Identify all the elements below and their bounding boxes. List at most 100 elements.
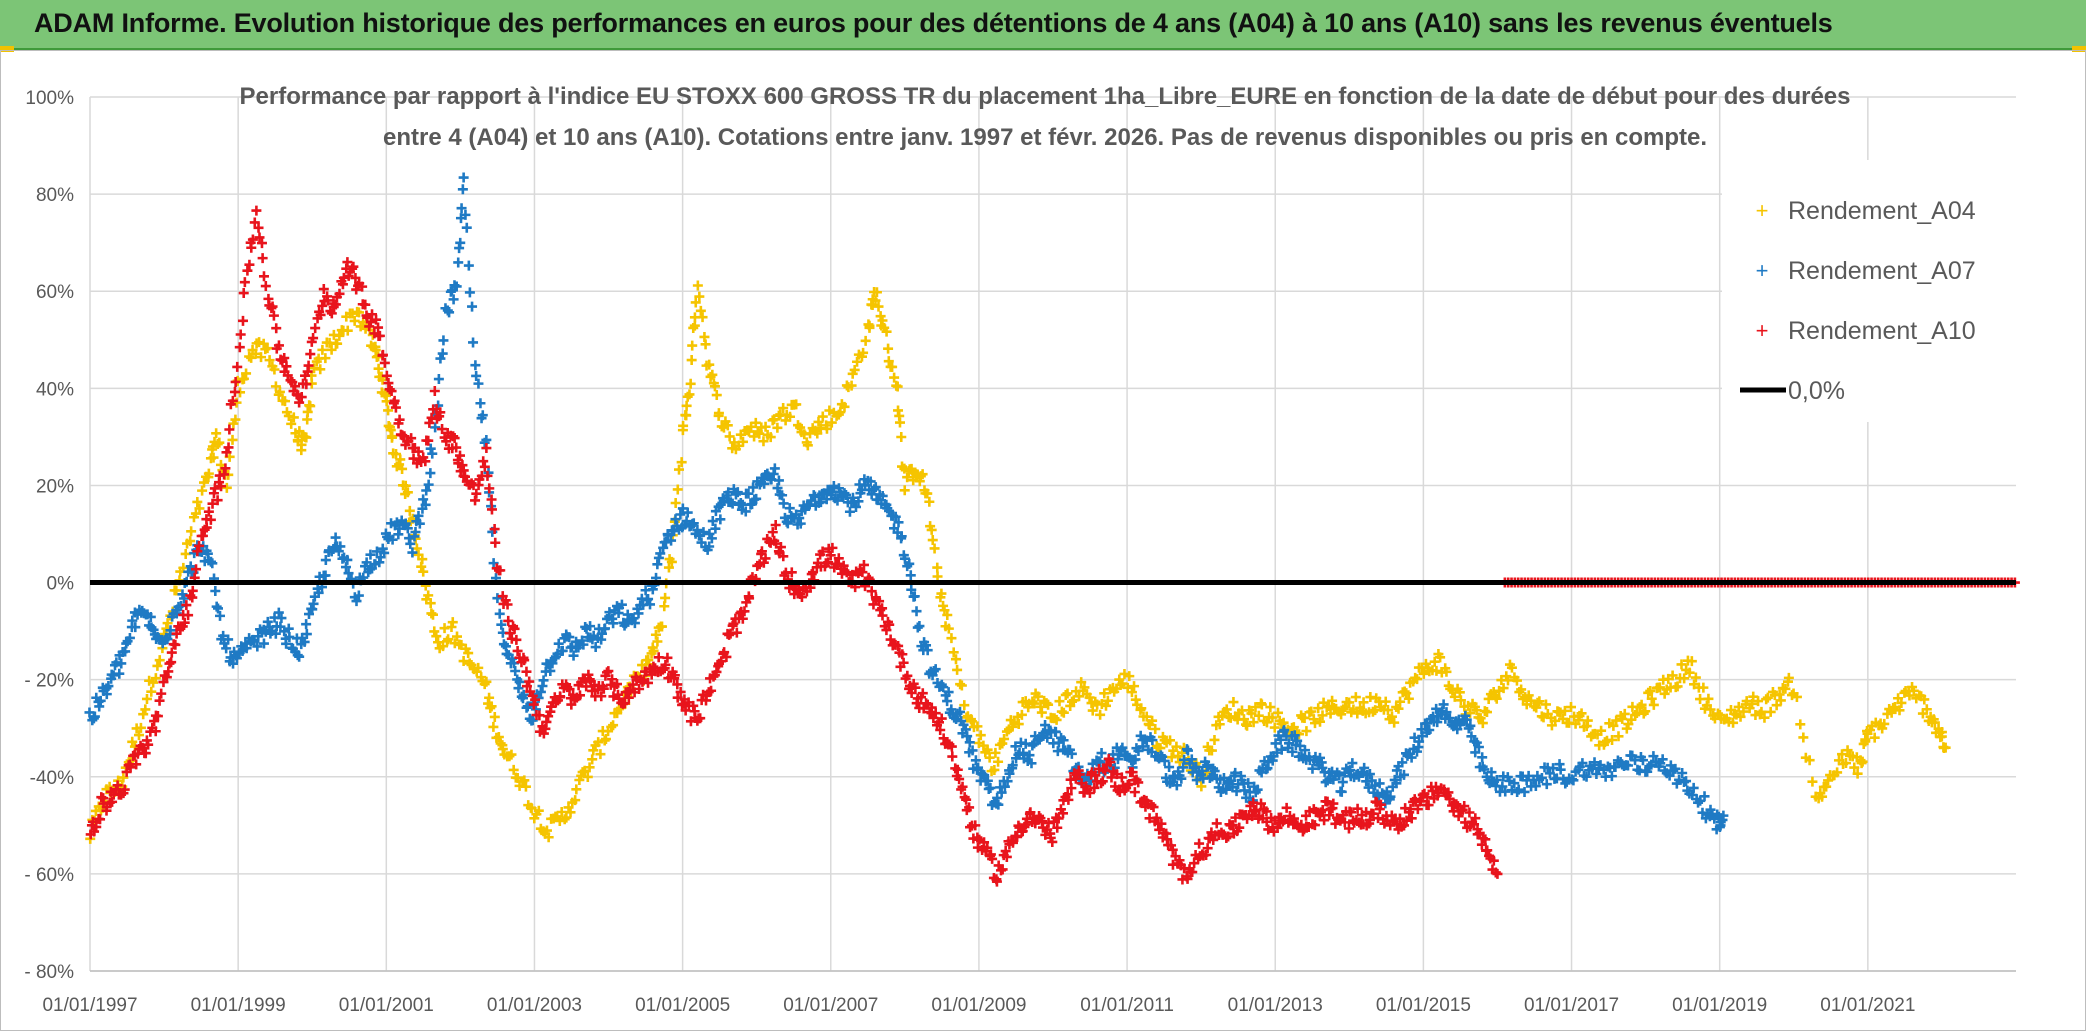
data-point [498,639,509,650]
data-point [423,435,434,446]
data-point [1230,767,1241,778]
data-point [1532,697,1543,708]
data-point [1406,813,1417,824]
x-tick-label: 01/01/1997 [42,995,137,1016]
data-point [1936,731,1947,742]
data-point [1842,745,1853,756]
data-point [1208,834,1219,845]
data-point [1328,798,1339,809]
data-point [972,721,983,732]
data-point [538,675,549,686]
data-point [207,498,218,509]
data-point [692,280,703,291]
data-point [813,416,824,427]
data-point [489,711,500,722]
data-point [1762,692,1773,703]
data-point [1389,717,1400,728]
data-point [883,356,894,367]
data-point [322,295,333,306]
data-point [241,368,252,379]
data-point [645,599,656,610]
data-point [1670,763,1681,774]
data-point [1137,741,1148,752]
data-point [246,242,257,253]
x-tick-label: 01/01/1999 [191,995,286,1016]
data-point [1147,715,1158,726]
data-point [386,432,397,443]
data-point [477,410,488,421]
y-tick-label: - 20% [24,671,74,692]
data-point [985,782,996,793]
data-point [94,701,105,712]
data-point [228,658,239,669]
data-point [334,330,345,341]
data-point [271,323,282,334]
data-point [706,685,717,696]
data-point [421,485,432,496]
data-point [832,495,843,506]
data-point [1130,754,1141,765]
data-point [414,518,425,529]
data-point [724,431,735,442]
data-point [330,532,341,543]
data-point [187,585,198,596]
data-point [1358,697,1369,708]
data-point [166,657,177,668]
data-point [183,610,194,621]
data-point [1361,807,1372,818]
data-point [964,737,975,748]
data-point [1657,754,1668,765]
data-point [150,673,161,684]
data-point [1214,719,1225,730]
data-point [669,526,680,537]
data-point [237,315,248,326]
data-point [1684,667,1695,678]
data-point [936,588,947,599]
data-point [990,747,1001,758]
data-point [858,347,869,358]
data-point [650,629,661,640]
data-point [653,652,664,663]
data-point [1261,806,1272,817]
data-point [437,424,448,435]
data-point [987,853,998,864]
data-point [672,484,683,495]
data-point [1284,738,1295,749]
data-point [1607,734,1618,745]
chart-title-line-1: Performance par rapport à l'indice EU ST… [240,83,1851,110]
data-point [495,738,506,749]
data-point [659,601,670,612]
data-point [1807,776,1818,787]
data-point [441,436,452,447]
x-tick-label: 01/01/2017 [1524,995,1619,1016]
data-point [839,401,850,412]
data-point [1087,705,1098,716]
data-point [1042,732,1053,743]
data-point [1287,746,1298,757]
data-point [420,456,431,467]
data-point [145,611,156,622]
data-point [1292,735,1303,746]
data-point [598,683,609,694]
data-point [460,209,471,220]
data-point [1869,732,1880,743]
data-point [1164,762,1175,773]
data-point [1503,675,1513,686]
data-point [1849,762,1860,773]
data-point [384,384,395,395]
data-point [164,658,175,669]
data-point [1176,773,1187,784]
data-point [896,531,907,542]
data-point [1182,873,1193,884]
data-point [890,511,901,522]
data-point [1374,778,1385,789]
data-point [1366,775,1377,786]
data-point [213,603,224,614]
data-point [1509,778,1520,789]
data-point [1645,685,1656,696]
data-point [133,730,144,741]
data-point [662,652,673,663]
data-point [456,203,467,214]
data-point [418,566,429,577]
data-point [210,585,221,596]
